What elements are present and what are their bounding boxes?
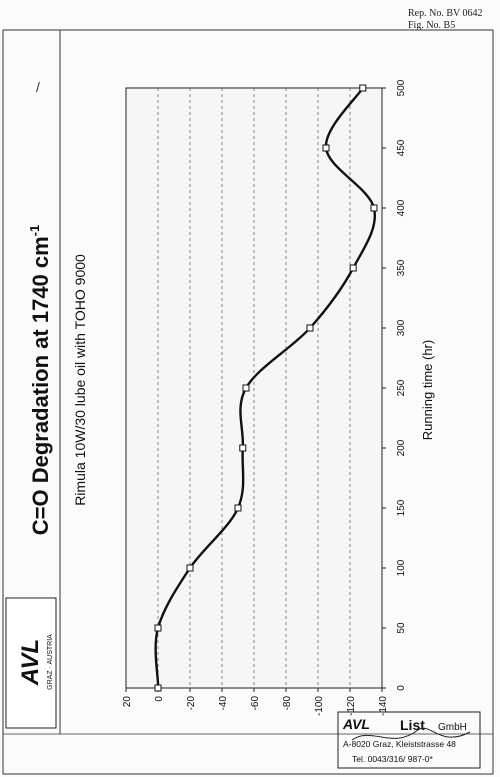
chart-title-group: C=O Degradation at 1740 cm-1 Rimula 10W/…: [27, 225, 88, 536]
stamp-address: A-8020 Graz, Kleiststrasse 48: [343, 739, 456, 749]
data-point: [322, 144, 330, 152]
stamp-company: List: [400, 717, 425, 733]
y-tick-label: 20: [122, 696, 133, 708]
data-point: [239, 444, 247, 452]
y-tick-label: 0: [154, 696, 165, 702]
y-tick-label: -20: [186, 696, 197, 711]
x-axis-ticks: 0 50 100 150 200 250 300 350 400 450 500: [382, 79, 407, 691]
report-number: Rep. No. BV 0642: [408, 8, 483, 19]
x-tick-label: 250: [396, 379, 407, 396]
y-tick-label: -120: [346, 696, 357, 716]
x-tick-label: 100: [396, 559, 407, 576]
data-point: [242, 384, 250, 392]
x-tick-label: 450: [396, 139, 407, 156]
series-points: [154, 84, 378, 692]
chart-title-main: C=O Degradation at 1740 cm: [28, 236, 53, 535]
figure-number: Fig. No. B5: [408, 20, 456, 31]
data-point: [359, 84, 367, 92]
pen-mark: /: [36, 79, 40, 95]
data-point: [154, 684, 162, 692]
x-tick-label: 50: [396, 622, 407, 634]
x-tick-label: 300: [396, 319, 407, 336]
stamp-tel: Tel. 0043/316/ 987-0*: [352, 754, 434, 764]
data-point: [234, 504, 242, 512]
logo-location: GRAZ · AUSTRIA: [47, 634, 54, 690]
data-point: [370, 204, 378, 212]
data-point: [154, 624, 162, 632]
y-axis-ticks: 20 0 -20 -40 -60 -80 -100 -120 -140: [122, 688, 389, 716]
y-tick-label: -80: [282, 696, 293, 711]
grid-lines: [157, 88, 351, 688]
stamp-box: [337, 711, 481, 769]
chart-subtitle: Rimula 10W/30 lube oil with TOHO 9000: [72, 254, 88, 506]
logo-box: [5, 597, 57, 729]
data-point: [306, 324, 314, 332]
x-tick-label: 0: [396, 685, 407, 691]
x-tick-label: 400: [396, 199, 407, 216]
data-point: [186, 564, 194, 572]
page-frame: [2, 29, 494, 775]
stamp-signature: [351, 727, 471, 741]
y-tick-label: -140: [378, 696, 389, 716]
stamp-brand: AVL: [342, 716, 370, 732]
y-tick-label: -60: [250, 696, 261, 711]
x-tick-label: 150: [396, 499, 407, 516]
x-axis-label: Running time (hr): [420, 340, 435, 440]
avl-logo: AVL GRAZ · AUSTRIA: [5, 597, 57, 729]
logo-brand: AVL: [17, 639, 44, 686]
chart-title: C=O Degradation at 1740 cm-1: [27, 225, 53, 536]
chart-title-superscript: -1: [27, 225, 42, 237]
company-stamp: AVL List GmbH A-8020 Graz, Kleiststrasse…: [337, 711, 481, 769]
y-tick-label: -100: [314, 696, 325, 716]
y-tick-label: -40: [218, 696, 229, 711]
x-tick-label: 500: [396, 79, 407, 96]
stamp-suffix: GmbH: [438, 722, 467, 733]
data-point: [349, 264, 357, 272]
x-tick-label: 350: [396, 259, 407, 276]
x-tick-label: 200: [396, 439, 407, 456]
